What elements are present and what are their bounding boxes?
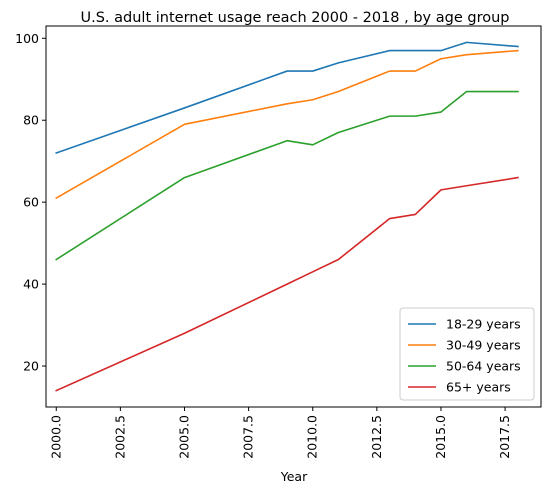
plot-lines	[55, 41, 519, 392]
y-tick-label: 60	[23, 195, 39, 210]
series-line-0	[55, 41, 519, 155]
y-tick-label: 20	[23, 359, 39, 374]
x-tick-label: 2010.0	[305, 415, 320, 459]
legend-label-3: 65+ years	[446, 380, 511, 395]
series-line-2	[55, 90, 519, 261]
legend-box	[399, 307, 535, 401]
x-axis-label: Year	[280, 469, 308, 484]
x-tick-label: 2007.5	[241, 415, 256, 459]
x-tick-label: 2015.0	[433, 415, 448, 459]
legend-label-2: 50-64 years	[446, 359, 521, 374]
y-tick-label: 40	[23, 277, 39, 292]
series-line-1	[55, 49, 519, 200]
y-axis: 20 40 60 80 100	[15, 31, 46, 374]
legend: 18-29 years 30-49 years 50-64 years 65+ yea…	[399, 307, 535, 401]
chart-title: U.S. adult internet usage reach 2000 - 2…	[81, 10, 510, 26]
series-line-3	[55, 176, 519, 392]
x-tick-label: 2000.0	[48, 415, 63, 459]
y-tick-label: 100	[15, 31, 39, 46]
y-tick-label: 80	[23, 113, 39, 128]
legend-label-0: 18-29 years	[446, 317, 521, 332]
x-axis: 2000.0 2002.5 2005.0 2007.5 2010.0 2012.5 2015…	[48, 407, 512, 459]
legend-label-1: 30-49 years	[446, 338, 521, 353]
x-tick-label: 2002.5	[112, 415, 127, 459]
x-tick-label: 2012.5	[369, 415, 384, 459]
x-tick-label: 2005.0	[176, 415, 191, 459]
plot-frame	[45, 25, 542, 408]
x-tick-label: 2017.5	[497, 415, 512, 459]
